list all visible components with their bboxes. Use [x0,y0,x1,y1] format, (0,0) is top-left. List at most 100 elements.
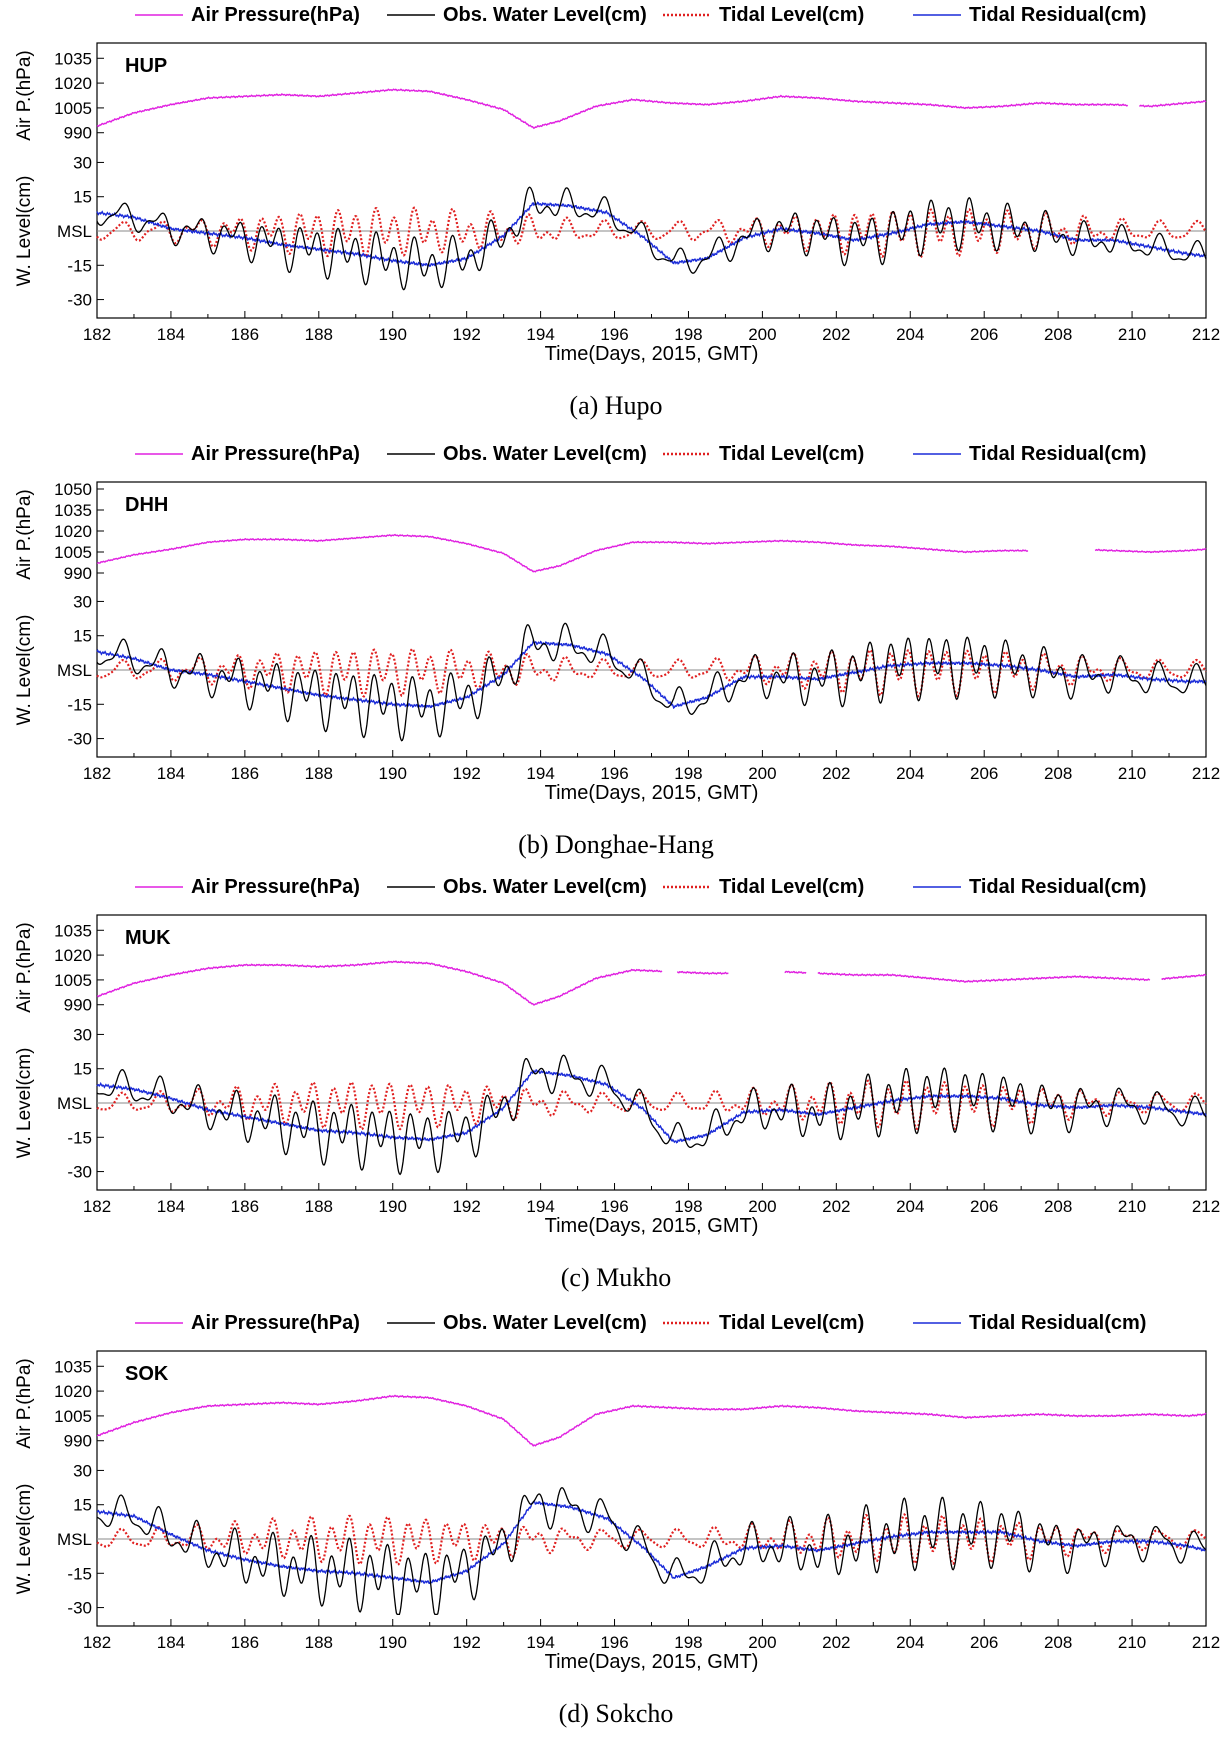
series-obs-water-level [96,186,1207,291]
plot-frame [96,914,1207,1191]
legend-label-2: Obs. Water Level(cm) [443,4,647,26]
pressure-tick-label: 1020 [54,522,92,541]
pressure-tick-label: 1005 [54,971,92,990]
x-tick-label: 194 [526,325,554,344]
legend-label-4: Tidal Residual(cm) [969,443,1146,465]
x-tick-label: 192 [452,325,480,344]
level-tick-label: -15 [67,1128,92,1147]
x-tick-label: 204 [896,1197,924,1216]
x-tick-label: 206 [970,1633,998,1652]
x-tick-label: 212 [1192,764,1220,783]
x-tick-label: 210 [1118,764,1146,783]
series-obs-water-level [96,1054,1207,1176]
x-tick-label: 198 [674,1197,702,1216]
x-axis-label: Time(Days, 2015, GMT) [545,343,759,365]
x-tick-label: 192 [452,1633,480,1652]
station-label: HUP [125,55,167,77]
x-tick-label: 202 [822,1197,850,1216]
pressure-tick-label: 1050 [54,480,92,499]
series-air-pressure [96,1394,1207,1447]
legend-label-3: Tidal Level(cm) [719,4,864,26]
x-tick-label: 196 [600,1633,628,1652]
legend-label-3: Tidal Level(cm) [719,443,864,465]
x-tick-label: 202 [822,764,850,783]
level-tick-label: -30 [67,1599,92,1618]
x-tick-label: 190 [379,325,407,344]
level-tick-label: 15 [73,188,92,207]
x-tick-label: 190 [379,1633,407,1652]
x-tick-label: 208 [1044,325,1072,344]
x-tick-label: 196 [600,325,628,344]
series-tidal-residual [96,1068,1207,1144]
x-tick-label: 208 [1044,764,1072,783]
pressure-tick-label: 1035 [54,921,92,940]
plot-frame [96,1350,1207,1627]
level-tick-label: 30 [73,153,92,172]
series-air-pressure [96,88,1207,130]
series-obs-water-level [96,1486,1207,1616]
level-tick-label: 30 [73,1025,92,1044]
x-tick-label: 200 [748,764,776,783]
x-tick-label: 186 [231,764,259,783]
legend-label-4: Tidal Residual(cm) [969,876,1146,898]
level-tick-label: MSL [57,1094,92,1113]
x-tick-label: 200 [748,1633,776,1652]
level-tick-label: -15 [67,695,92,714]
x-tick-label: 182 [83,764,111,783]
level-tick-label: -30 [67,291,92,310]
panel-caption: (b) Donghae-Hang [518,830,714,859]
panel-caption: (c) Mukho [561,1263,671,1292]
level-tick-label: -15 [67,1564,92,1583]
x-tick-label: 198 [674,325,702,344]
series-tidal-level [96,206,1207,259]
x-axis-label: Time(Days, 2015, GMT) [545,1651,759,1673]
pressure-tick-label: 1020 [54,946,92,965]
x-tick-label: 204 [896,764,924,783]
x-tick-label: 212 [1192,1633,1220,1652]
legend-label-1: Air Pressure(hPa) [191,1312,360,1334]
x-tick-label: 198 [674,764,702,783]
pressure-tick-label: 1035 [54,1357,92,1376]
panel-hup: Air Pressure(hPa) Obs. Water Level(cm) Tid… [14,4,1220,420]
level-tick-label: 15 [73,1060,92,1079]
x-tick-label: 212 [1192,1197,1220,1216]
level-tick-label: MSL [57,222,92,241]
series-obs-water-level [96,622,1207,742]
panel-dhh: Air Pressure(hPa) Obs. Water Level(cm) Tid… [14,443,1220,859]
x-tick-label: 184 [157,325,185,344]
pressure-tick-label: 1005 [54,99,92,118]
x-tick-label: 194 [526,764,554,783]
level-tick-label: -15 [67,256,92,275]
x-tick-label: 192 [452,764,480,783]
panel-muk: Air Pressure(hPa) Obs. Water Level(cm) Tid… [14,876,1220,1292]
level-tick-label: -30 [67,730,92,749]
x-tick-label: 204 [896,325,924,344]
series-air-pressure [96,533,1207,573]
pressure-ylabel: Air P.(hPa) [14,922,35,1012]
pressure-tick-label: 990 [64,124,92,143]
x-tick-label: 188 [305,1197,333,1216]
x-tick-label: 190 [379,764,407,783]
level-tick-label: 15 [73,627,92,646]
legend-label-3: Tidal Level(cm) [719,1312,864,1334]
x-tick-label: 188 [305,325,333,344]
legend-label-2: Obs. Water Level(cm) [443,443,647,465]
pressure-tick-label: 990 [64,996,92,1015]
x-tick-label: 182 [83,1633,111,1652]
level-tick-label: 30 [73,1461,92,1480]
x-tick-label: 202 [822,325,850,344]
pressure-ylabel: Air P.(hPa) [14,50,35,140]
x-tick-label: 182 [83,1197,111,1216]
plot-frame [96,42,1207,319]
x-tick-label: 182 [83,325,111,344]
panel-caption: (d) Sokcho [559,1699,674,1728]
pressure-tick-label: 1035 [54,49,92,68]
x-tick-label: 200 [748,325,776,344]
legend-label-4: Tidal Residual(cm) [969,1312,1146,1334]
x-tick-label: 208 [1044,1633,1072,1652]
legend-label-1: Air Pressure(hPa) [191,443,360,465]
x-tick-label: 186 [231,1197,259,1216]
level-ylabel: W. Level(cm) [14,176,35,287]
panel-caption: (a) Hupo [569,391,662,420]
pressure-tick-label: 1035 [54,501,92,520]
